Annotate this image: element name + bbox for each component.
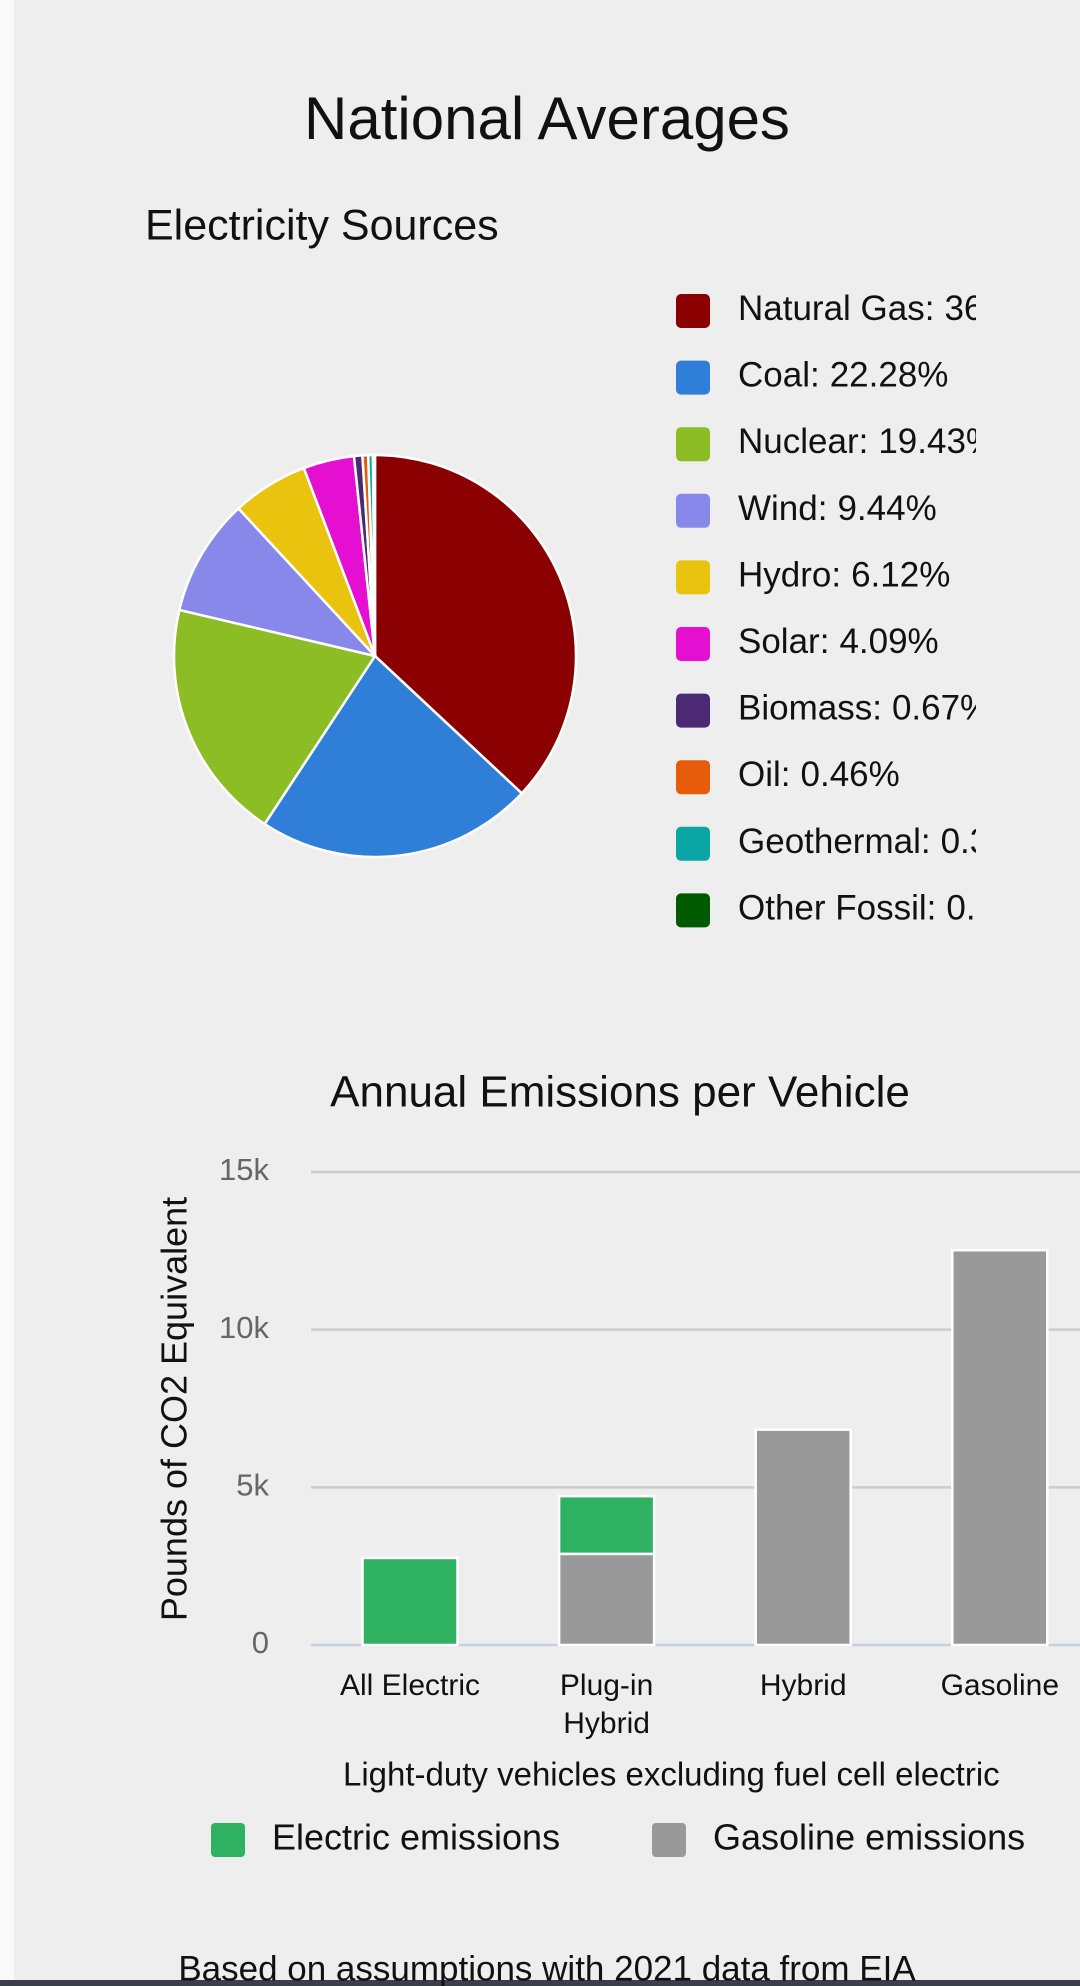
legend-entry: Hydro: 6.12% <box>738 556 950 595</box>
legend-swatch <box>676 627 710 661</box>
legend-swatch <box>676 427 710 462</box>
bar-segment <box>557 1552 656 1647</box>
y-axis-label: Pounds of CO2 Equivalent <box>154 1197 195 1621</box>
legend-entry: Wind: 9.44% <box>738 489 937 528</box>
legend-swatch <box>211 1823 245 1857</box>
pie-slice <box>371 453 377 657</box>
legend-value: 6.12% <box>851 556 950 595</box>
pie-slice <box>262 654 524 859</box>
pie-title: Electricity Sources <box>145 201 499 249</box>
legend-swatch <box>676 493 710 528</box>
legend-entry: Other Fossil: 0.16% <box>738 889 1046 928</box>
legend-name: Nuclear: <box>738 422 868 461</box>
legend-swatch <box>652 1823 686 1857</box>
y-tick-label: 15k <box>219 1152 269 1187</box>
legend-name: Coal: <box>738 356 820 395</box>
pie-slice <box>172 608 378 826</box>
nav-bar <box>0 1980 1080 1986</box>
legend-swatch <box>676 893 710 928</box>
legend-swatch <box>676 294 710 328</box>
bar-segment <box>361 1556 459 1647</box>
legend-entry: Electric emissions <box>272 1817 560 1858</box>
pie-legend: Natural Gas: 36.97% Coal: 22.28% Nuclear: 19.… <box>676 289 1063 928</box>
legend-value: 22.28% <box>830 356 949 395</box>
legend-entry: Solar: 4.09% <box>738 622 939 661</box>
legend-value: 19.43% <box>878 422 997 461</box>
legend-value: 36.97% <box>944 289 1063 328</box>
legend-entry: Oil: 0.46% <box>738 755 900 794</box>
card <box>14 0 1080 1986</box>
legend-entry: Gasoline emissions <box>713 1817 1025 1858</box>
legend-value: 0.46% <box>801 755 900 794</box>
legend-value: 0.67% <box>892 689 991 728</box>
bar-segment <box>557 1494 656 1556</box>
legend-name: Natural Gas: <box>738 289 934 328</box>
legend-name: Hydro: <box>738 556 841 595</box>
legend-swatch <box>676 560 710 595</box>
y-tick-label: 5k <box>236 1468 269 1503</box>
legend-entry: Natural Gas: 36.97% <box>738 289 1063 328</box>
pie-slice <box>373 453 578 796</box>
pie-slice <box>177 506 379 659</box>
x-axis-label: Light-duty vehicles excluding fuel cell … <box>343 1756 1000 1793</box>
legend-entry: Geothermal: 0.38% <box>738 822 1040 861</box>
y-tick-label: 0 <box>252 1625 269 1660</box>
x-tick-label: All Electric <box>340 1669 480 1702</box>
legend-name: Solar: <box>738 622 829 661</box>
bar-title: Annual Emissions per Vehicle <box>330 1068 910 1117</box>
legend-entry: Nuclear: 19.43% <box>738 422 997 461</box>
legend-name: Oil: <box>738 755 791 794</box>
y-tick-label: 10k <box>219 1310 269 1345</box>
legend-swatch <box>676 693 710 728</box>
legend-entry: Biomass: 0.67% <box>738 689 991 728</box>
legend-name: Geothermal: <box>738 822 931 861</box>
legend-swatch <box>676 826 710 861</box>
footer: Based on assumptions with 2021 data from… <box>178 1949 916 1986</box>
bar-segment <box>754 1428 852 1647</box>
legend-swatch <box>676 760 710 795</box>
bar-segment <box>951 1248 1049 1647</box>
x-tick-label: Plug-in Hybrid <box>560 1669 653 1740</box>
legend-value: 0.16% <box>946 889 1045 928</box>
x-tick-label: Hybrid <box>760 1669 847 1702</box>
legend-swatch <box>676 360 710 395</box>
x-tick-line: Hybrid <box>563 1707 650 1740</box>
legend-name: Biomass: <box>738 689 882 728</box>
legend-value: 0.38% <box>941 822 1040 861</box>
x-tick-label: Gasoline <box>941 1669 1059 1702</box>
x-tick-line: Plug-in <box>560 1669 653 1702</box>
legend-entry: Coal: 22.28% <box>738 356 948 395</box>
page-title: National Averages <box>304 85 790 152</box>
legend-value: 9.44% <box>837 489 936 528</box>
legend-name: Wind: <box>738 489 827 528</box>
legend-name: Other Fossil: <box>738 889 936 928</box>
legend-value: 4.09% <box>839 622 938 661</box>
